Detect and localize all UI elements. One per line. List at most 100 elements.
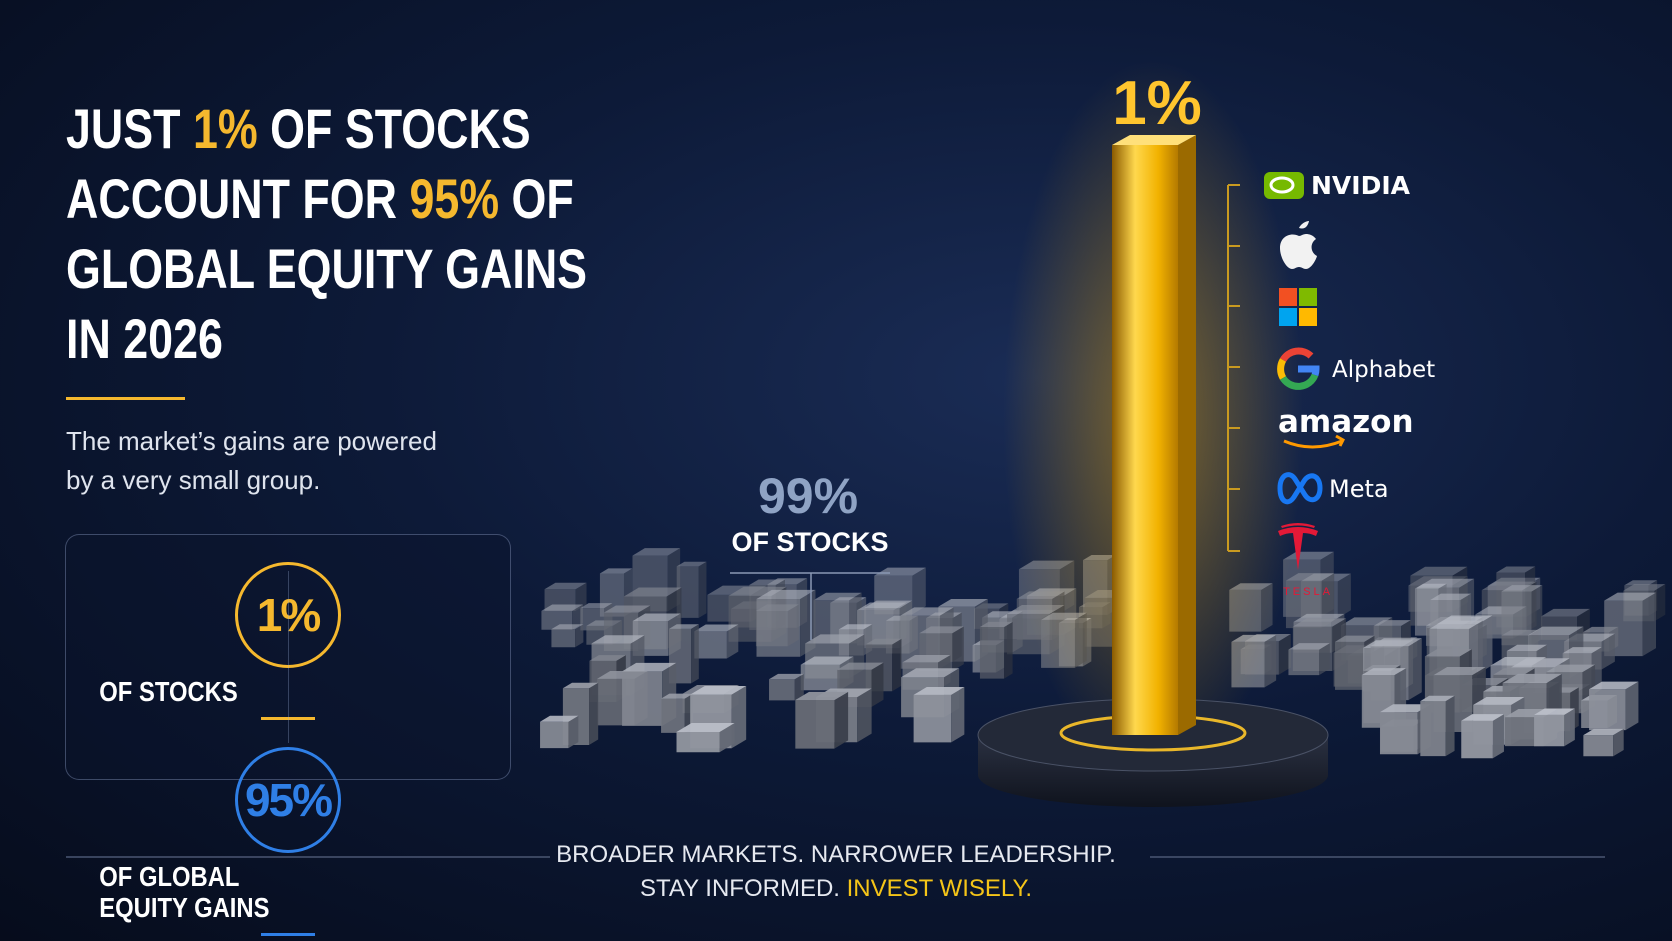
headline-text: IN 2026 bbox=[66, 307, 223, 370]
cube-top bbox=[1562, 647, 1602, 654]
stat-rule bbox=[261, 933, 315, 936]
cube-top bbox=[900, 607, 954, 616]
cube-side bbox=[834, 691, 849, 749]
cube-side bbox=[1654, 584, 1666, 622]
cube bbox=[1461, 714, 1504, 759]
cube-top bbox=[1370, 638, 1422, 647]
headline-text: OF STOCKS bbox=[257, 97, 531, 160]
stat-label-line: EQUITY GAINS bbox=[99, 892, 270, 923]
cube-side bbox=[572, 604, 583, 630]
cube-side bbox=[912, 567, 926, 615]
cube-top bbox=[623, 587, 682, 597]
footer: BROADER MARKETS. NARROWER LEADERSHIP. ST… bbox=[0, 838, 1672, 906]
cube-top bbox=[756, 589, 816, 599]
cube-top bbox=[544, 582, 587, 590]
cube-front bbox=[1589, 689, 1626, 731]
cube-top bbox=[805, 634, 865, 644]
cube-top bbox=[1429, 620, 1483, 629]
cube bbox=[676, 723, 735, 753]
cube-front bbox=[1504, 717, 1544, 747]
cube-front bbox=[1335, 641, 1365, 690]
cube-front bbox=[756, 598, 801, 657]
cube-side bbox=[726, 624, 739, 659]
cube-top bbox=[1414, 583, 1447, 589]
cube-top bbox=[1473, 696, 1525, 705]
cube-top bbox=[1430, 593, 1472, 600]
headline-text: OF bbox=[499, 167, 574, 230]
cube-top bbox=[1501, 585, 1543, 592]
cube-front bbox=[769, 679, 795, 701]
cube-front bbox=[1461, 720, 1493, 759]
cube-front bbox=[1288, 649, 1320, 676]
gold-bar bbox=[1112, 145, 1178, 735]
cube-top bbox=[1496, 566, 1536, 573]
cube-top bbox=[676, 561, 707, 567]
cube-side bbox=[1613, 728, 1624, 757]
cube-top bbox=[1506, 644, 1547, 651]
cube bbox=[1589, 681, 1639, 731]
cube-top bbox=[580, 603, 613, 609]
cube-top bbox=[1373, 620, 1411, 626]
cube-side bbox=[1004, 621, 1013, 679]
cube-top bbox=[1379, 704, 1431, 713]
headline-line: JUST 1% OF STOCKS bbox=[66, 94, 587, 164]
cube-top bbox=[669, 624, 699, 629]
cube-top bbox=[901, 668, 960, 678]
cube-front bbox=[540, 721, 569, 749]
cube-top bbox=[1433, 667, 1486, 676]
cube-top bbox=[1502, 673, 1562, 684]
cube-top bbox=[1361, 668, 1407, 676]
cube-top bbox=[1493, 668, 1535, 675]
cube-top bbox=[622, 662, 677, 672]
cube-top bbox=[541, 604, 583, 611]
cube-top bbox=[769, 673, 804, 680]
cube-side bbox=[1625, 681, 1639, 731]
stat-circle: 95% bbox=[235, 747, 341, 853]
cube-front bbox=[1420, 701, 1446, 757]
headline: JUST 1% OF STOCKS ACCOUNT FOR 95% OF GLOBA… bbox=[66, 94, 587, 374]
cube bbox=[1534, 708, 1575, 747]
subtitle: The market’s gains are powered by a very… bbox=[66, 422, 437, 500]
nvidia-logo: NVIDIA bbox=[1264, 171, 1411, 200]
stats-card: 1% OF STOCKS 95% OF GLOBAL EQUITY GAINS bbox=[65, 534, 511, 936]
cube-top bbox=[864, 600, 913, 609]
company-name: NVIDIA bbox=[1311, 171, 1411, 200]
stat-label-line: OF GLOBAL bbox=[99, 861, 240, 892]
gold-bar-side bbox=[1178, 135, 1196, 735]
cube bbox=[1420, 695, 1455, 757]
headline-text: GLOBAL EQUITY GAINS bbox=[66, 237, 588, 300]
cube-side bbox=[568, 715, 579, 749]
cube-top bbox=[1292, 618, 1347, 627]
cube-top bbox=[1501, 629, 1539, 636]
cube-front bbox=[913, 694, 952, 743]
cube-top bbox=[562, 682, 599, 689]
headline-line: GLOBAL EQUITY GAINS bbox=[66, 234, 587, 304]
cube-side bbox=[951, 686, 965, 743]
logo-bracket bbox=[1227, 184, 1240, 552]
cube-front bbox=[800, 664, 840, 691]
cube-top bbox=[1528, 626, 1584, 636]
footer-line: STAY INFORMED. INVEST WISELY. bbox=[0, 872, 1672, 906]
cube bbox=[541, 604, 583, 630]
cube-top bbox=[603, 605, 651, 613]
cube-top bbox=[690, 685, 747, 695]
company-name: Alphabet bbox=[1332, 357, 1435, 383]
top-value: 1% bbox=[1112, 69, 1202, 138]
cube-top bbox=[1461, 714, 1504, 721]
cube-top bbox=[919, 626, 964, 634]
cube-side bbox=[871, 662, 884, 707]
cube-top bbox=[1624, 580, 1658, 586]
cube-top bbox=[632, 548, 681, 556]
cube-side bbox=[892, 638, 902, 692]
cube-top bbox=[1511, 658, 1570, 668]
cube-front bbox=[795, 700, 835, 749]
cube-top bbox=[1546, 664, 1596, 673]
cube-top bbox=[749, 579, 785, 586]
cube-top bbox=[589, 655, 626, 661]
cube-side bbox=[1642, 592, 1657, 657]
cube-front bbox=[551, 629, 576, 648]
cube-top bbox=[1540, 608, 1590, 617]
cube-top bbox=[800, 656, 854, 665]
